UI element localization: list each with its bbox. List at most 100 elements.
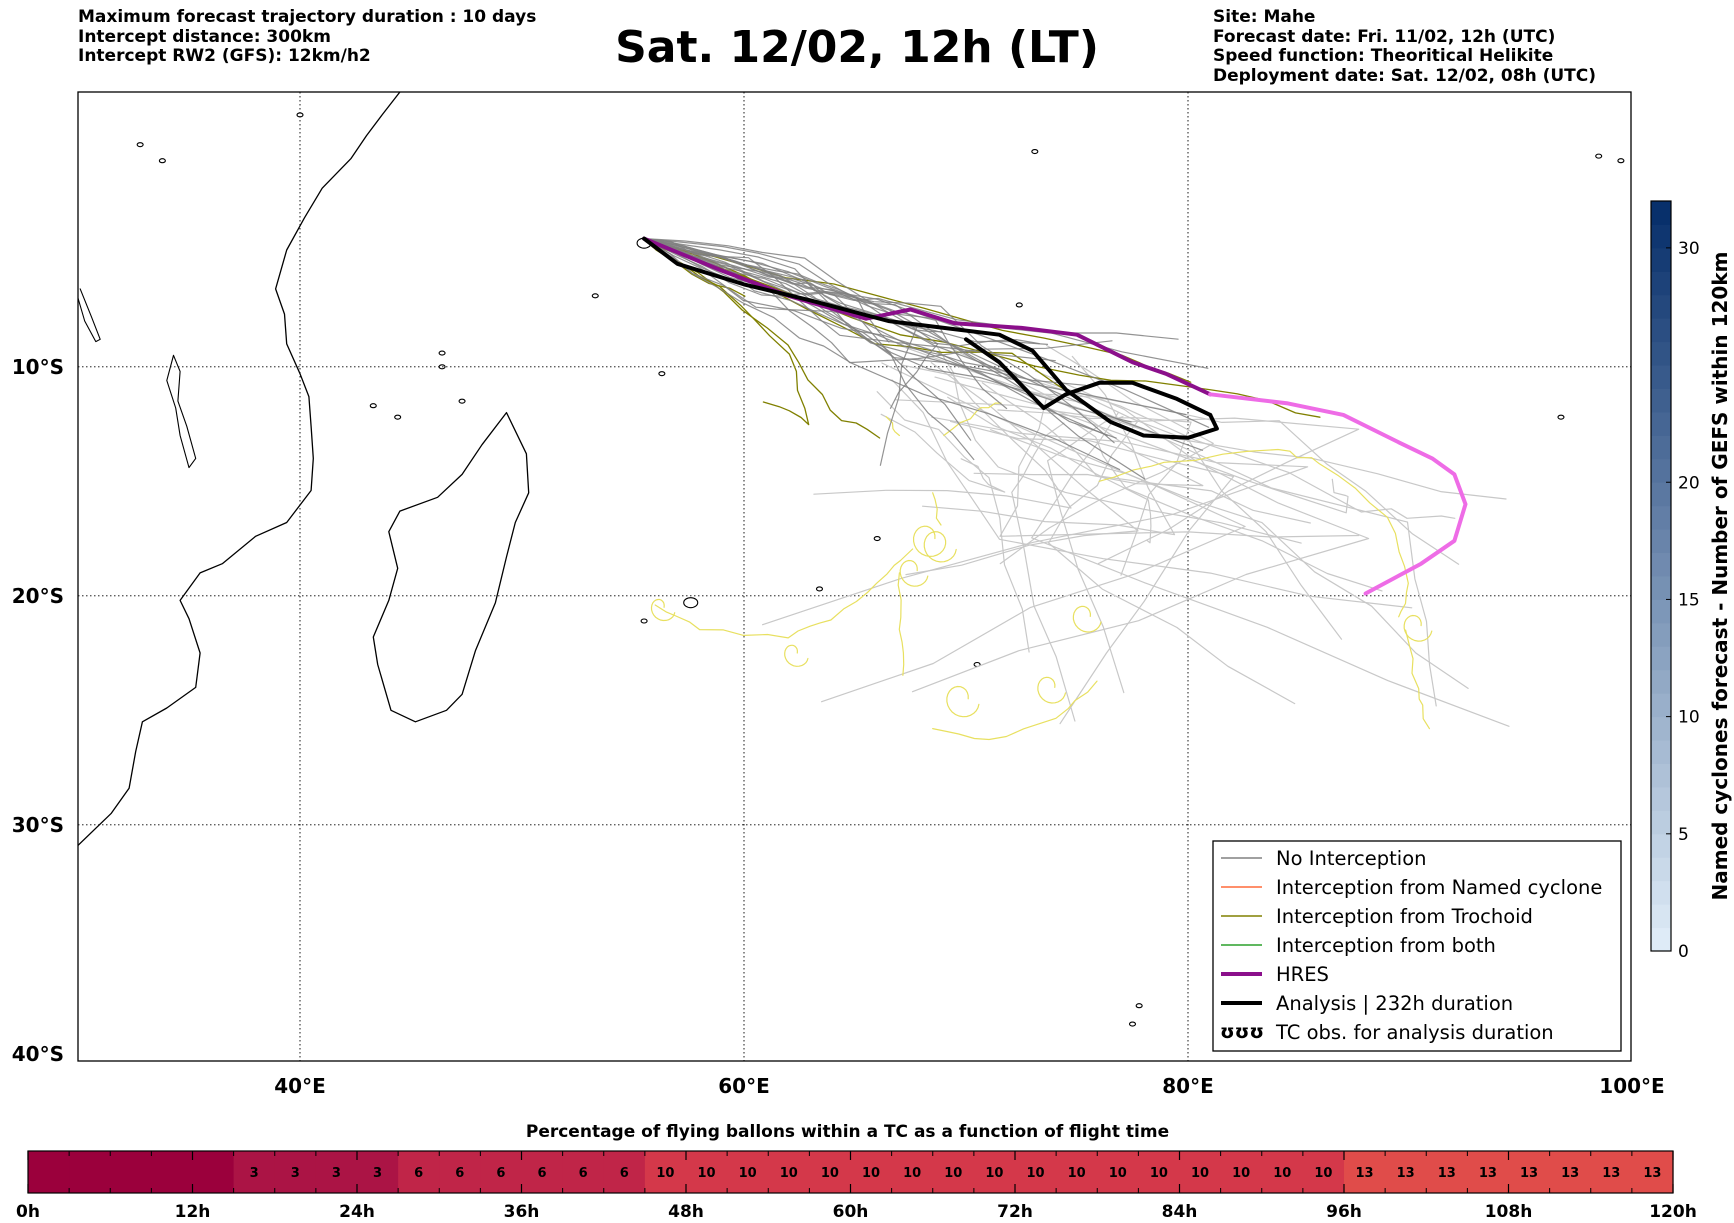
colorbar-segment: [1651, 482, 1671, 507]
island-outline: [873, 535, 881, 542]
ensemble-track-no-interception: [643, 238, 939, 409]
light-ensemble-tracks: [762, 344, 1510, 727]
flight-time-cell-label: 3: [373, 1166, 382, 1181]
ensemble-track-light: [950, 420, 1235, 725]
analysis-series-line-loop: [964, 337, 1213, 417]
flight-time-cell-label: 10: [1232, 1166, 1250, 1181]
flight-time-tick-label: 60h: [833, 1202, 869, 1222]
ensemble-track-no-interception: [643, 238, 1040, 347]
colorbar-segment: [1651, 505, 1671, 530]
flight-time-tick-label: 120h: [1649, 1202, 1697, 1222]
colorbar-tick-label: 30: [1678, 239, 1700, 259]
x-tick-label: 60°E: [718, 1074, 770, 1098]
tc-obs-track: [885, 416, 900, 437]
ensemble-track-light: [911, 370, 1370, 693]
colorbar-segment: [1651, 669, 1671, 694]
y-tick-label: 20°S: [12, 584, 64, 608]
x-tick-label: 40°E: [274, 1074, 326, 1098]
flight-time-cell-label: 3: [291, 1166, 300, 1181]
tc-obs-loop: [913, 525, 957, 563]
flight-time-cell: [28, 1151, 70, 1193]
flight-time-cell-label: 10: [985, 1166, 1003, 1181]
island-outline: [1557, 414, 1565, 420]
map-area: [78, 92, 1631, 1061]
colorbar-segment: [1651, 786, 1671, 811]
legend-label: Analysis | 232h duration: [1276, 992, 1513, 1015]
flight-time-cell: [1549, 1151, 1592, 1193]
flight-time-cell: [521, 1151, 564, 1193]
flight-time-cell: [1385, 1151, 1427, 1193]
tc-obs-track: [654, 548, 914, 639]
island-outline: [394, 414, 402, 420]
ensemble-track-no-interception: [643, 238, 1108, 437]
flight-time-cell-label: 10: [656, 1166, 674, 1181]
ensemble-track-light: [947, 396, 1152, 544]
flight-time-cell-label: 10: [1109, 1166, 1127, 1181]
flight-time-cell: [439, 1151, 481, 1193]
flight-time-cell: [1508, 1151, 1551, 1193]
ensemble-track-light: [988, 366, 1343, 640]
island-outline: [1617, 158, 1625, 164]
flight-time-cell: [562, 1151, 605, 1193]
ensemble-track-light: [876, 391, 1030, 653]
ensemble-track-light: [905, 362, 1139, 576]
ensemble-track-no-interception: [643, 238, 1000, 370]
flight-time-cell: [1097, 1151, 1139, 1193]
tc-obs-track: [1098, 448, 1409, 618]
flight-time-cell-label: 10: [821, 1166, 839, 1181]
tc-obs-loop: [1403, 614, 1433, 642]
ensemble-track-no-interception: [643, 238, 1012, 379]
colorbar-segment: [1651, 693, 1671, 718]
flight-time-cell: [1467, 1151, 1510, 1193]
flight-time-cell: [357, 1151, 399, 1193]
flight-time-cell-label: 6: [455, 1166, 464, 1181]
flight-time-cell-label: 10: [739, 1166, 757, 1181]
ensemble-track-light: [934, 376, 1349, 514]
flight-time-cell: [850, 1151, 893, 1193]
colorbar-segment: [1651, 927, 1671, 952]
madagascar-coastline: [372, 411, 530, 723]
colorbar-segment: [1651, 599, 1671, 624]
flight-time-tick-label: 12h: [175, 1202, 211, 1222]
flight-time-tick-label: 108h: [1485, 1202, 1533, 1222]
x-tick-label: 100°E: [1599, 1074, 1664, 1098]
flight-time-cell-label: 10: [944, 1166, 962, 1181]
ensemble-track-light: [1047, 416, 1125, 694]
island-outline: [136, 142, 144, 148]
forecast-date-text: Forecast date: Fri. 11/02, 12h (UTC): [1213, 26, 1556, 47]
flight-time-cell-label: 13: [1356, 1166, 1374, 1181]
ensemble-track-no-interception: [643, 238, 1210, 428]
flight-time-tick-label: 48h: [668, 1202, 704, 1222]
flight-time-cell-label: 13: [1643, 1166, 1661, 1181]
island-outline: [658, 371, 666, 377]
ensemble-track-light: [891, 379, 1413, 609]
flight-time-cell: [809, 1151, 852, 1193]
tc-obs-track: [932, 680, 1098, 741]
island-outline: [683, 597, 699, 609]
legend-label: HRES: [1276, 963, 1329, 986]
y-tick-label: 40°S: [12, 1042, 64, 1066]
flight-time-tick-label: 24h: [339, 1202, 375, 1222]
flight-time-cell-label: 13: [1397, 1166, 1415, 1181]
flight-time-cell: [398, 1151, 440, 1193]
flight-time-tick-label: 96h: [1326, 1202, 1362, 1222]
ensemble-track-light: [1011, 422, 1076, 722]
flight-time-cell: [315, 1151, 358, 1193]
flight-time-cell-label: 13: [1438, 1166, 1456, 1181]
colorbar-title: Named cyclones forecast - Number of GEFS…: [1708, 252, 1732, 901]
flight-time-cell-label: 10: [780, 1166, 798, 1181]
colorbar-segment: [1651, 294, 1671, 319]
header-left-info: Maximum forecast trajectory duration : 1…: [78, 7, 536, 67]
ensemble-track-light: [880, 413, 1006, 493]
flight-time-cell: [891, 1151, 934, 1193]
colorbar-segment: [1651, 810, 1671, 835]
legend-label: No Interception: [1276, 847, 1427, 870]
colorbar-segment: [1651, 201, 1671, 225]
ensemble-track-no-interception: [643, 238, 918, 466]
legend-label: Interception from Trochoid: [1276, 905, 1533, 928]
flight-time-cell: [1344, 1151, 1386, 1193]
colorbar-segment: [1651, 763, 1671, 788]
chart-title: Sat. 12/02, 12h (LT): [615, 22, 1099, 73]
tc-obs-track: [1405, 629, 1430, 730]
x-tick-label: 80°E: [1162, 1074, 1214, 1098]
